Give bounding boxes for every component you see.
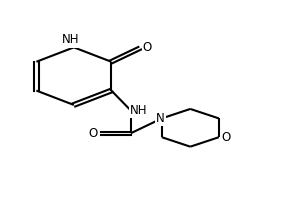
Text: O: O [143,41,152,54]
Text: N: N [156,112,165,125]
Text: NH: NH [62,33,80,46]
Text: O: O [89,127,98,140]
Text: O: O [222,131,231,144]
Text: NH: NH [130,104,148,117]
